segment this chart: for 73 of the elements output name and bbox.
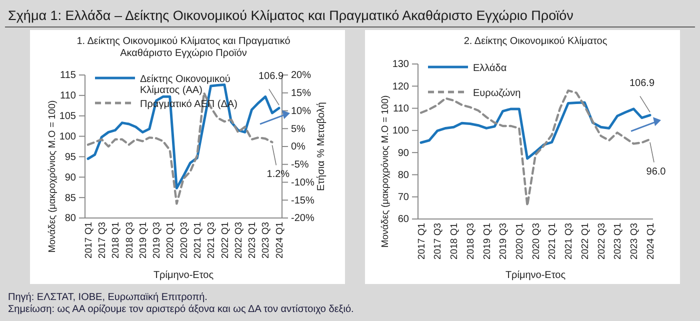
x-tick-label: 2019 Q1 — [482, 223, 493, 260]
chart-title: 2. Δείκτης Οικονομικού Κλίματος — [464, 36, 608, 47]
y2-tick-label: -5% — [291, 160, 309, 171]
y-tick-label: 110 — [60, 90, 76, 102]
y-axis-title: Μονάδες (μακροχρόνιος Μ.Ο = 100) — [47, 100, 58, 253]
x-tick-label: 2020 Q1 — [514, 223, 526, 260]
x-tick-label: 2023 Q3 — [628, 223, 640, 260]
x-tick-label: 2018 Q1 — [110, 222, 122, 258]
y-tick-label: 130 — [392, 59, 410, 70]
data-label: 1.2% — [266, 169, 290, 180]
y-tick-label: 90 — [398, 148, 410, 159]
y-tick-label: 80 — [398, 170, 410, 181]
x-tick-label: 2022 Q3 — [233, 222, 244, 258]
x-tick-label: 2023 Q1 — [247, 222, 258, 258]
y-tick-label: 110 — [393, 103, 410, 114]
x-tick-label: 2019 Q3 — [498, 223, 510, 260]
y-tick-label: 105 — [59, 111, 76, 122]
data-label: 106.9 — [629, 78, 655, 90]
y-tick-label: 85 — [64, 192, 76, 204]
x-tick-label: 2023 Q1 — [612, 223, 624, 260]
x-tick-label: 2020 Q3 — [178, 222, 190, 258]
legend-label: Ελλάδα — [473, 63, 507, 74]
x-tick-label: 2018 Q1 — [449, 223, 460, 260]
chart-subtitle: 1. Δείκτης Οικονομικού Κλίματος και Πραγματικό Ακαθάριστο Εγχώριο Προϊόν — [76, 36, 291, 59]
legend-label: Ευρωζώνη — [473, 88, 521, 99]
y-tick-label: 60 — [398, 214, 410, 226]
y-tick-label: 100 — [392, 126, 410, 137]
x-tick-label: 2024 Q1 — [645, 223, 656, 260]
x-tick-label: 2019 Q3 — [152, 222, 163, 258]
y2-tick-label: -20% — [291, 213, 314, 224]
y-tick-label: 70 — [398, 192, 410, 204]
x-tick-label: 2021 Q3 — [206, 222, 218, 258]
line-series — [420, 101, 652, 160]
legend-label: Δείκτης Οικονομικού Κλίματος (ΑΑ) — [140, 74, 230, 96]
x-tick-label: 2021 Q1 — [192, 222, 204, 258]
y-tick-label: 120 — [392, 81, 410, 92]
y2-tick-label: -15% — [291, 195, 314, 206]
x-tick-label: 2017 Q3 — [96, 222, 108, 258]
y2-tick-label: 0% — [291, 142, 306, 153]
y2-tick-label: 10% — [291, 106, 312, 117]
x-tick-label: 2017 Q1 — [83, 222, 94, 258]
data-label: 106.9 — [258, 71, 284, 82]
x-tick-label: 2018 Q3 — [465, 223, 476, 260]
y-tick-label: 95 — [64, 152, 76, 163]
y2-tick-label: -10% — [291, 177, 314, 188]
y2-tick-label: 20% — [291, 70, 312, 82]
text: Σημείωση: ως ΑΑ ορίζουμε τον αριστερό άξονα και ως ΔΑ τον αντίστοιχο δεξιό. — [8, 304, 354, 315]
x-axis-title: Τρίμηνο-Ετος — [505, 270, 566, 281]
y-axis-title: Μονάδες (μακροχρόνιος Μ.Ο = 100) — [380, 95, 391, 248]
x-tick-label: 2023 Q3 — [260, 222, 272, 258]
x-tick-label: 2024 Q1 — [274, 222, 286, 258]
x-tick-label: 2022 Q1 — [220, 222, 231, 258]
x-tick-label: 2020 Q3 — [530, 223, 542, 260]
x-axis-title: Τρίμηνο-Ετος — [153, 270, 214, 281]
x-tick-label: 2017 Q3 — [432, 223, 444, 260]
x-tick-label: 2021 Q3 — [564, 223, 575, 260]
y-tick-label: 80 — [64, 213, 76, 224]
x-tick-label: 2020 Q1 — [165, 222, 176, 258]
y-tick-label: 115 — [60, 70, 76, 82]
y-tick-label: 90 — [64, 172, 76, 184]
text: Πηγή: ΕΛΣΤΑΤ, ΙΟΒΕ, Ευρωπαϊκή Επιτροπή. — [8, 292, 208, 303]
x-tick-label: 2022 Q1 — [580, 223, 591, 260]
x-tick-label: 2017 Q1 — [416, 223, 428, 260]
x-tick-label: 2021 Q1 — [547, 223, 558, 260]
x-tick-label: 2018 Q3 — [124, 222, 136, 258]
data-label: 96.0 — [646, 166, 666, 178]
y2-tick-label: 5% — [291, 124, 306, 135]
y2-axis-title: Ετήσια % Μεταβολή — [316, 102, 327, 191]
y2-tick-label: 15% — [291, 88, 312, 100]
y-tick-label: 100 — [59, 131, 76, 142]
chart-title: Σχήμα 1: Ελλάδα – Δείκτης Οικονομικού Κλίματος και Πραγματικό Ακαθάριστο Εγχώριο Προϊόν — [8, 8, 574, 23]
x-tick-label: 2019 Q1 — [138, 222, 149, 258]
x-tick-label: 2022 Q3 — [596, 223, 608, 260]
